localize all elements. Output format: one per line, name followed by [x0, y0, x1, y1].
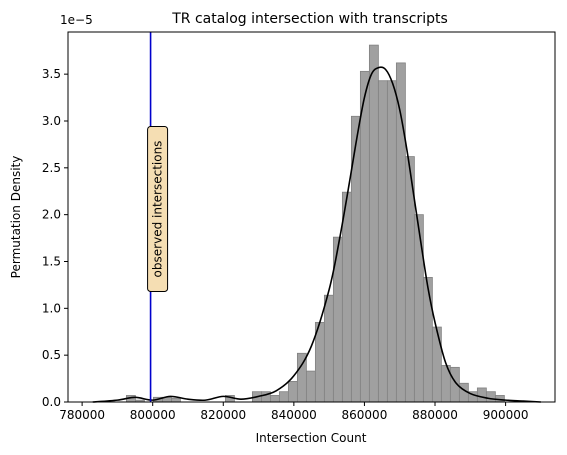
- histogram-bar-13: [314, 321, 325, 403]
- y-tick-label-2: 1.0: [42, 301, 61, 315]
- histogram-bar-9: [278, 391, 289, 403]
- y-offset-label: 1e−5: [60, 13, 93, 27]
- y-axis: 0.0 0.5 1.0 1.5 2.0 2.5 3.0 3.5: [42, 67, 68, 409]
- histogram-bar-10: [287, 380, 298, 403]
- histogram-bar-26: [431, 326, 442, 403]
- histogram-bar-21: [386, 80, 397, 403]
- y-tick-label-0: 0.0: [42, 395, 61, 409]
- histogram-bar-4: [170, 397, 181, 403]
- y-tick-label-5: 2.5: [42, 161, 61, 175]
- annotation-box: [147, 126, 169, 292]
- histogram-bar-24: [413, 214, 424, 403]
- y-tick-label-7: 3.5: [42, 67, 61, 81]
- y-tick-label-1: 0.5: [42, 348, 61, 362]
- kde-curve: [92, 66, 541, 403]
- histogram-bar-16: [341, 191, 352, 403]
- chart-title: TR catalog intersection with transcripts: [171, 11, 448, 27]
- observed-annotation: observed intersections: [147, 126, 169, 292]
- x-tick-label-6: 900000: [483, 408, 529, 422]
- histogram-bar-12: [305, 370, 316, 403]
- y-tick-label-4: 2.0: [42, 208, 61, 222]
- x-tick-label-0: 780000: [59, 408, 105, 422]
- x-tick-label-5: 880000: [412, 408, 458, 422]
- y-axis-label: Permutation Density: [9, 156, 23, 279]
- plot-area: observed intersections: [67, 31, 556, 403]
- x-tick-label-3: 840000: [271, 408, 317, 422]
- y-tick-label-3: 1.5: [42, 254, 61, 268]
- plot-frame: [67, 31, 556, 403]
- histogram-bar-31: [476, 387, 487, 403]
- histogram-bar-32: [485, 391, 496, 403]
- histogram-bar-20: [377, 80, 388, 403]
- x-tick-label-4: 860000: [342, 408, 388, 422]
- x-tick-label-1: 800000: [130, 408, 176, 422]
- histogram-bars: [126, 44, 505, 403]
- histogram-bar-18: [359, 70, 370, 403]
- histogram-bar-25: [422, 277, 433, 403]
- y-tick-label-6: 3.0: [42, 114, 61, 128]
- x-axis-label: Intersection Count: [256, 431, 367, 445]
- annotation-label: observed intersections: [151, 141, 165, 278]
- histogram-bar-19: [368, 44, 379, 403]
- x-tick-label-2: 820000: [200, 408, 246, 422]
- x-axis: 780000 800000 820000 840000 860000 880000 9000…: [59, 402, 529, 422]
- histogram-bar-8: [269, 395, 280, 403]
- histogram-bar-14: [323, 294, 334, 403]
